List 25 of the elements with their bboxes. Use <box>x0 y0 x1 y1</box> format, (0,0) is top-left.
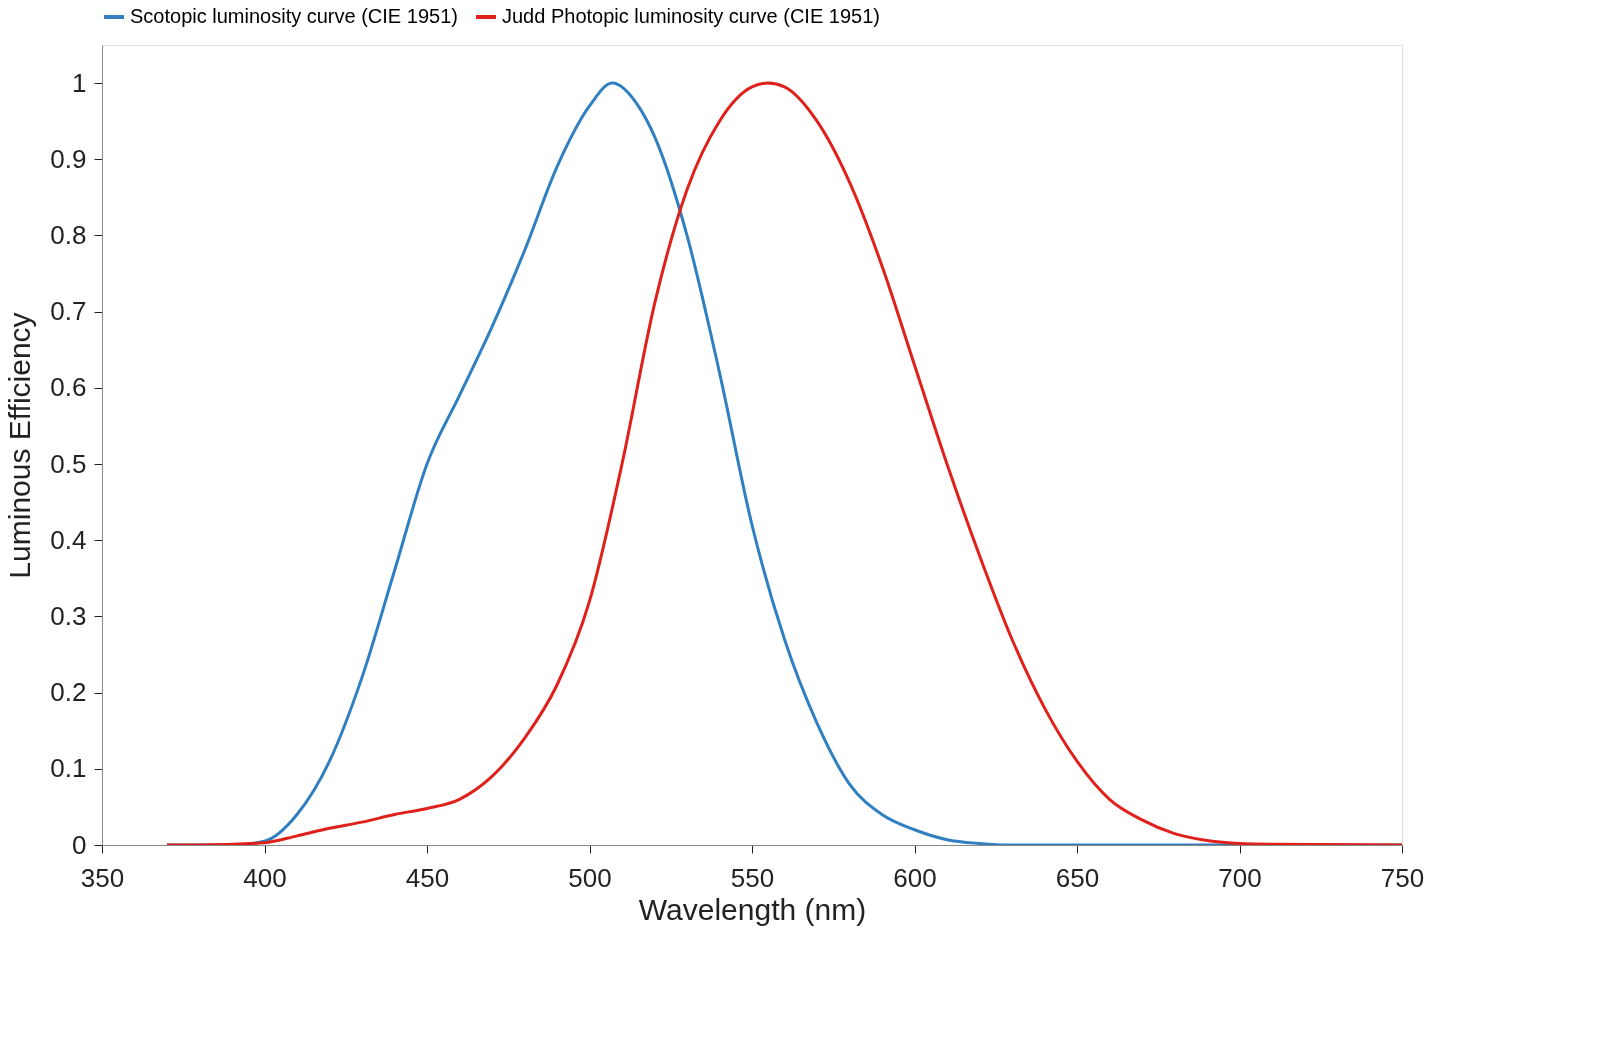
y-tick-label: 0.3 <box>50 600 87 631</box>
legend-label: Scotopic luminosity curve (CIE 1951) <box>130 5 458 27</box>
x-tick-label: 650 <box>1055 862 1100 893</box>
x-axis-title: Wavelength (nm) <box>638 892 867 926</box>
x-tick-label: 450 <box>405 862 450 893</box>
y-tick-label: 0.7 <box>50 296 87 327</box>
legend-label: Judd Photopic luminosity curve (CIE 1951) <box>502 5 880 27</box>
y-tick-label: 0.8 <box>50 219 87 250</box>
y-tick-label: 0.1 <box>50 753 87 784</box>
x-tick-label: 550 <box>730 862 775 893</box>
x-tick-label: 750 <box>1380 862 1425 893</box>
y-tick-label: 0.2 <box>50 677 87 708</box>
x-tick-label: 500 <box>568 862 612 893</box>
y-tick-label: 1 <box>72 67 87 98</box>
y-tick-label: 0.9 <box>50 143 87 174</box>
x-tick-label: 350 <box>80 862 125 893</box>
x-tick-label: 600 <box>893 862 937 893</box>
x-tick-label: 700 <box>1218 862 1262 893</box>
y-tick-label: 0.5 <box>50 448 87 479</box>
line-series <box>165 81 1402 845</box>
y-tick-label: 0.4 <box>50 524 87 555</box>
y-axis-title: Luminous Efficiency <box>3 312 37 579</box>
x-tick-label: 400 <box>243 862 287 893</box>
y-tick-label: 0 <box>72 829 87 860</box>
y-tick-label: 0.6 <box>50 372 87 403</box>
